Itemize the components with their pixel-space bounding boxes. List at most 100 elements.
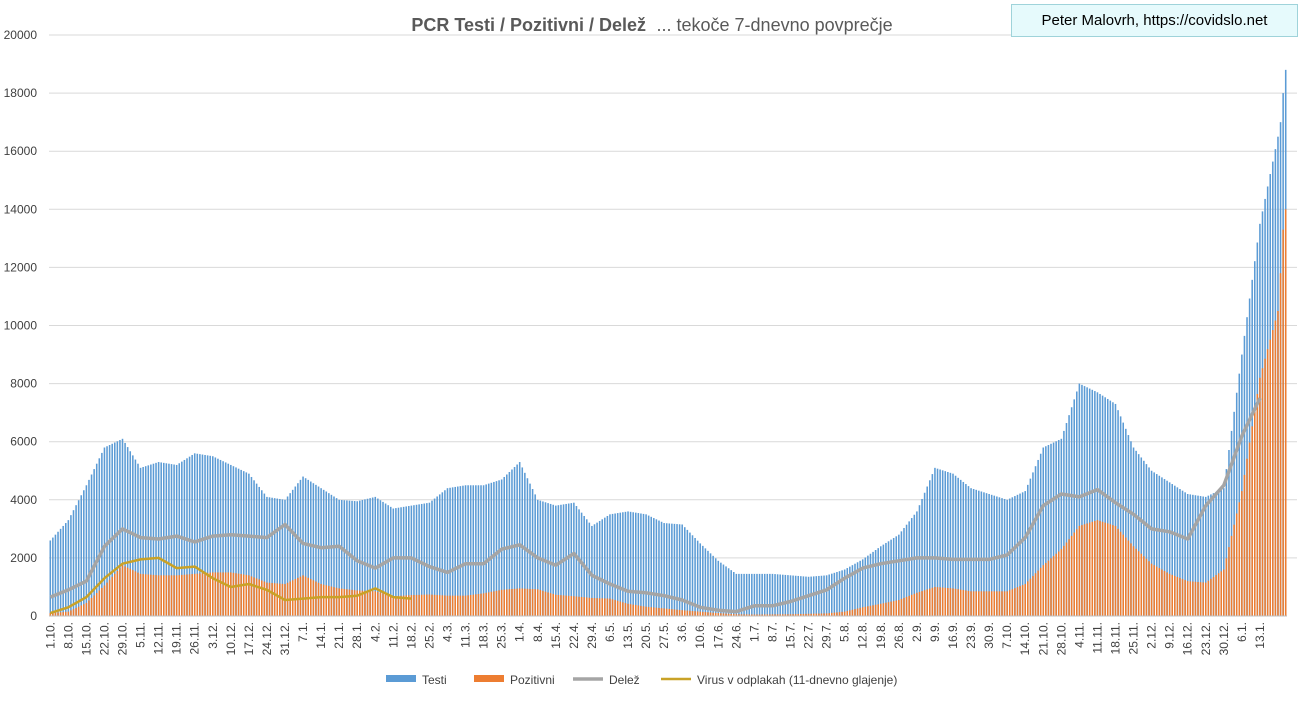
- testi-bar: [346, 500, 348, 616]
- testi-bar: [498, 480, 500, 616]
- testi-bar: [508, 472, 511, 616]
- x-tick-label: 22.4.: [567, 622, 581, 649]
- pozitivni-bar: [462, 595, 464, 616]
- testi-bar: [168, 463, 170, 616]
- testi-bar: [1223, 488, 1225, 616]
- x-tick-label: 29.7.: [820, 622, 834, 649]
- pozitivni-bar: [1016, 587, 1019, 616]
- testi-bar: [333, 496, 335, 616]
- pozitivni-bar: [1122, 534, 1124, 616]
- testi-bar: [93, 469, 95, 616]
- pozitivni-bar: [565, 595, 567, 616]
- pozitivni-bar: [333, 587, 335, 616]
- testi-bar: [859, 560, 861, 616]
- pozitivni-bar: [567, 595, 570, 616]
- pozitivni-bar: [536, 589, 539, 616]
- testi-bar: [1122, 422, 1124, 616]
- pozitivni-bar: [1230, 535, 1233, 616]
- testi-bar: [150, 464, 152, 616]
- testi-bar: [410, 505, 413, 616]
- pozitivni-bar: [730, 613, 732, 616]
- pozitivni-bar: [952, 588, 954, 616]
- testi-bar: [395, 508, 397, 616]
- testi-bar: [691, 535, 694, 616]
- pozitivni-bar: [219, 572, 222, 616]
- testi-bar: [1220, 489, 1223, 616]
- pozitivni-bar: [320, 584, 322, 616]
- pozitivni-bar: [142, 574, 144, 616]
- testi-bar: [650, 516, 653, 616]
- testi-bar: [139, 467, 142, 616]
- pozitivni-bar: [521, 588, 524, 616]
- pozitivni-bar: [64, 611, 67, 616]
- x-tick-label: 20.5.: [639, 622, 653, 649]
- pozitivni-bar: [895, 600, 898, 616]
- pozitivni-bar: [276, 583, 279, 616]
- pozitivni-bar: [369, 591, 371, 616]
- pozitivni-bar: [738, 614, 740, 616]
- testi-bar: [389, 506, 392, 616]
- pozitivni-bar: [1052, 556, 1055, 616]
- pozitivni-bar: [1215, 575, 1217, 616]
- testi-bar: [330, 494, 333, 616]
- testi-bar: [119, 440, 121, 616]
- pozitivni-bar: [163, 575, 165, 616]
- testi-bar: [1148, 467, 1150, 616]
- pozitivni-bar: [72, 609, 75, 616]
- testi-bar: [575, 506, 578, 616]
- testi-bar: [717, 560, 720, 616]
- testi-bar: [328, 493, 330, 616]
- testi-bar: [253, 480, 255, 616]
- pozitivni-bar: [544, 591, 547, 616]
- pozitivni-bar: [1145, 558, 1148, 616]
- testi-bar: [273, 498, 276, 616]
- pozitivni-bar: [1284, 209, 1287, 617]
- pozitivni-bar: [637, 605, 640, 616]
- pozitivni-bar: [923, 590, 926, 616]
- pozitivni-bar: [75, 607, 77, 616]
- pozitivni-bar: [485, 592, 487, 616]
- pozitivni-bar: [1279, 273, 1282, 616]
- pozitivni-bar: [903, 597, 905, 616]
- pozitivni-bar: [526, 588, 529, 616]
- testi-bar: [1166, 480, 1168, 616]
- pozitivni-bar: [384, 594, 387, 616]
- testi-bar: [1057, 440, 1060, 616]
- testi-bar: [1241, 354, 1243, 616]
- testi-bar: [436, 496, 438, 616]
- testi-bar: [658, 520, 660, 616]
- pozitivni-bar: [988, 591, 990, 616]
- pozitivni-bar: [1104, 522, 1106, 617]
- pozitivni-bar: [609, 598, 611, 616]
- pozitivni-bar: [622, 602, 624, 616]
- testi-bar: [616, 513, 619, 616]
- y-tick-label: 10000: [4, 319, 38, 333]
- pozitivni-bar: [580, 596, 583, 616]
- pozitivni-bar: [606, 598, 609, 616]
- pozitivni-bar: [588, 597, 591, 616]
- testi-bar: [983, 492, 985, 616]
- testi-bar: [606, 515, 609, 616]
- x-tick-label: 8.7.: [766, 622, 780, 642]
- pozitivni-bar: [513, 588, 516, 616]
- pozitivni-bar: [67, 611, 70, 616]
- pozitivni-bar: [833, 612, 836, 616]
- testi-bar: [1052, 442, 1055, 616]
- testi-bar: [526, 478, 529, 616]
- testi-bar: [954, 475, 957, 616]
- pozitivni-bar: [1253, 410, 1256, 616]
- testi-bar: [890, 539, 892, 616]
- credit-box: Peter Malovrh, https://covidslo.net: [1011, 4, 1298, 37]
- pozitivni-bar: [426, 594, 428, 616]
- pozitivni-bar: [188, 574, 191, 616]
- testi-bar: [1230, 430, 1233, 616]
- testi-bar: [193, 453, 196, 616]
- pozitivni-bar: [831, 612, 833, 616]
- pozitivni-bar: [872, 605, 874, 616]
- pozitivni-bar: [531, 589, 534, 616]
- testi-bar: [1078, 383, 1081, 616]
- pozitivni-bar: [1106, 523, 1109, 616]
- pozitivni-bar: [748, 614, 751, 616]
- x-tick-label: 3.6.: [675, 622, 689, 642]
- pozitivni-bar: [1181, 579, 1184, 616]
